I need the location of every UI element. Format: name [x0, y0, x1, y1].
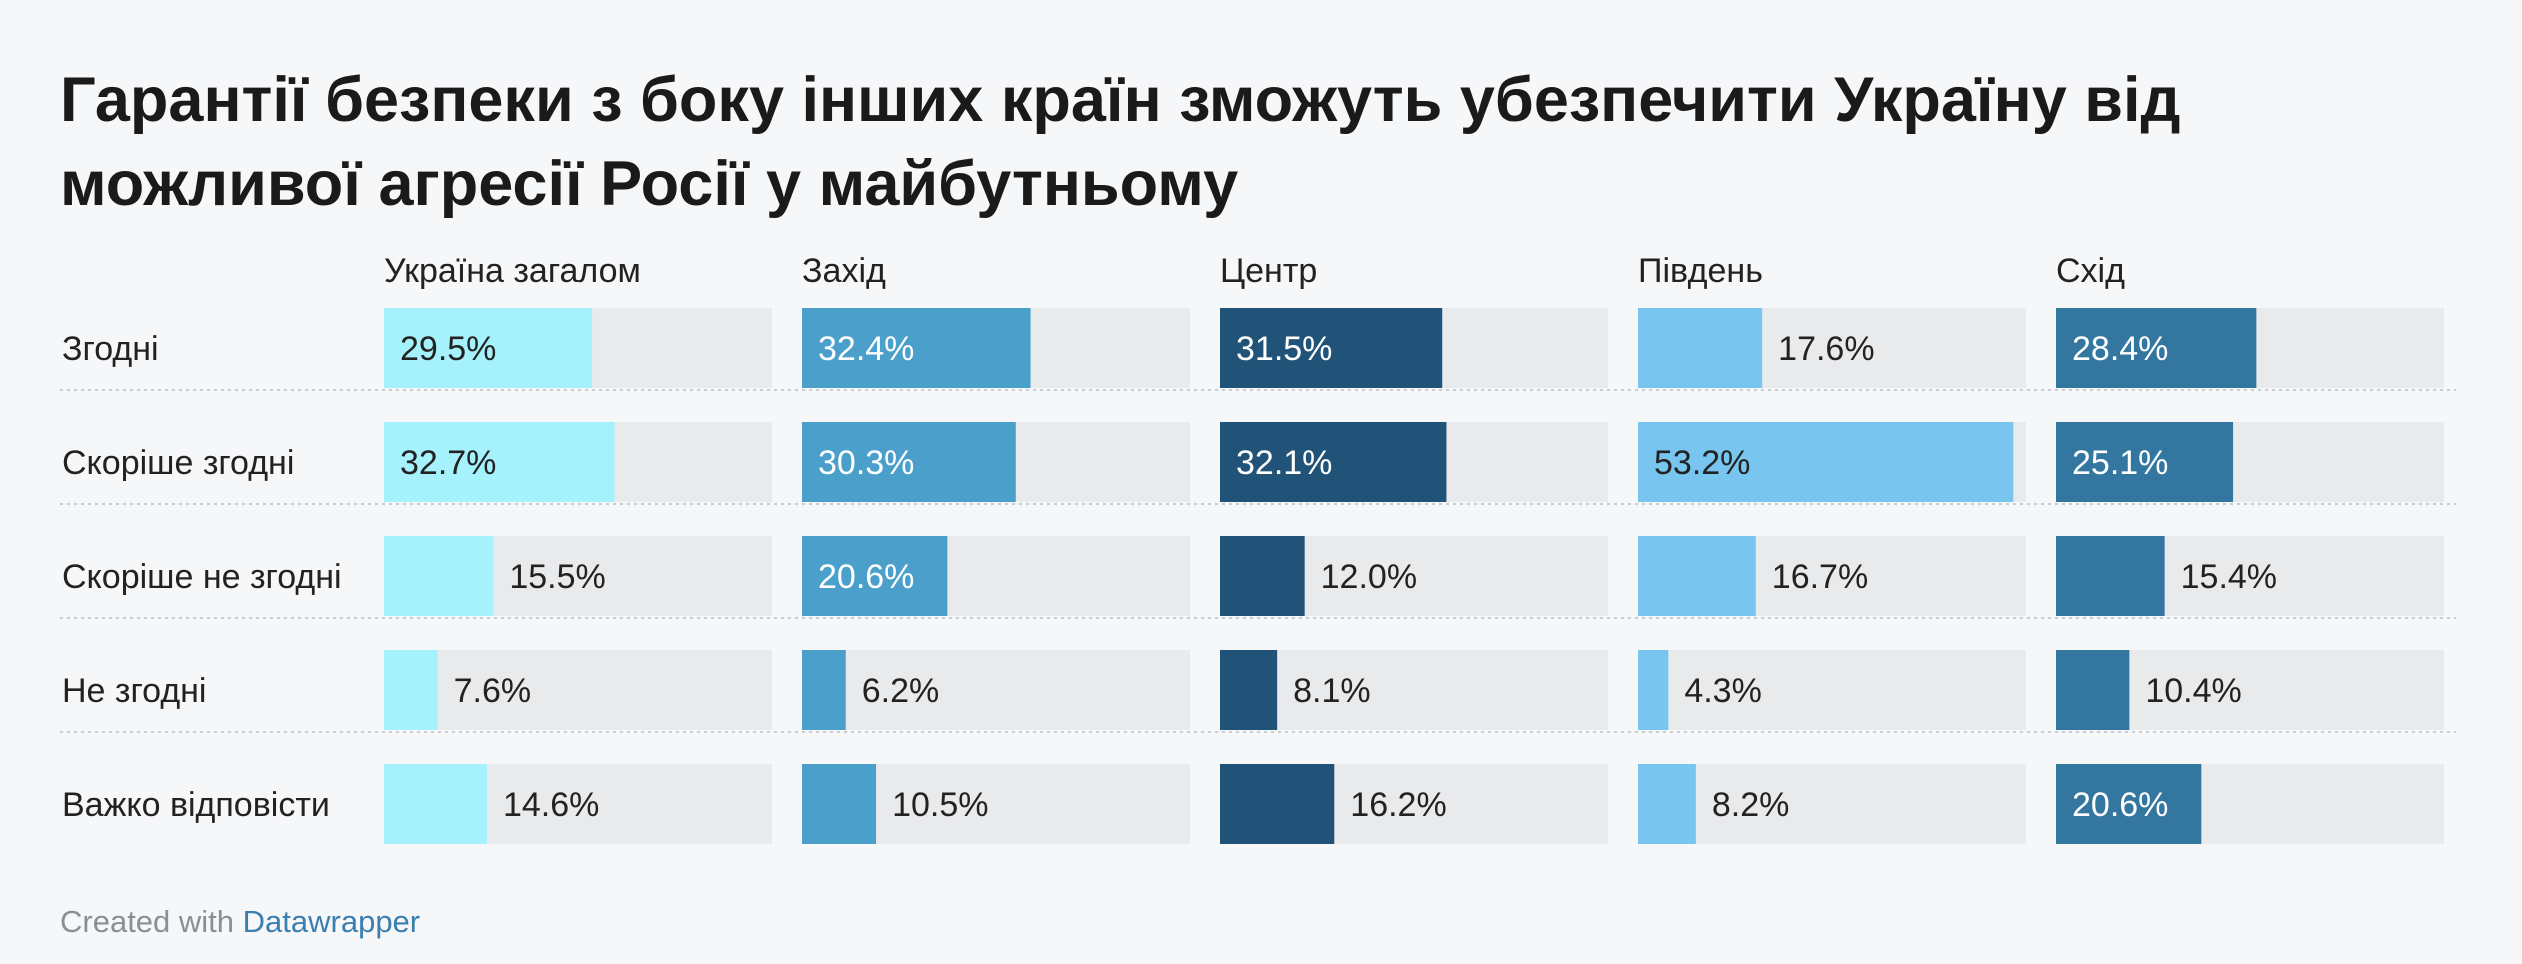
- bar: [1220, 764, 1335, 844]
- bar: [2056, 308, 2257, 388]
- footer-credit: Created with Datawrapper: [60, 904, 420, 940]
- data-label: 10.4%: [2145, 672, 2241, 710]
- bar: [384, 536, 494, 616]
- data-label: 6.2%: [862, 672, 940, 710]
- data-label: 16.2%: [1350, 786, 1446, 824]
- datawrapper-link[interactable]: Datawrapper: [242, 904, 421, 939]
- data-label: 32.7%: [400, 444, 496, 482]
- row-label: Скоріше згодні: [62, 444, 294, 482]
- bar-background: [1638, 764, 2026, 844]
- data-label: 8.1%: [1293, 672, 1371, 710]
- bar: [2056, 536, 2165, 616]
- data-label: 17.6%: [1778, 330, 1874, 368]
- data-label: 29.5%: [400, 330, 496, 368]
- data-label: 53.2%: [1654, 444, 1750, 482]
- bar: [1220, 536, 1305, 616]
- bar: [802, 650, 846, 730]
- bar: [802, 308, 1031, 388]
- bar: [802, 536, 948, 616]
- data-label: 25.1%: [2072, 444, 2168, 482]
- bar: [802, 422, 1016, 502]
- bar: [1638, 308, 1763, 388]
- data-label: 12.0%: [1321, 558, 1417, 596]
- bar: [1638, 650, 1669, 730]
- data-label: 4.3%: [1684, 672, 1762, 710]
- data-label: 10.5%: [892, 786, 988, 824]
- bar-background: [384, 650, 772, 730]
- bar: [2056, 422, 2234, 502]
- data-label: 31.5%: [1236, 330, 1332, 368]
- data-label: 28.4%: [2072, 330, 2168, 368]
- data-label: 14.6%: [503, 786, 599, 824]
- data-label: 20.6%: [818, 558, 914, 596]
- data-label: 32.1%: [1236, 444, 1332, 482]
- data-label: 30.3%: [818, 444, 914, 482]
- bar: [384, 764, 487, 844]
- bar: [1220, 650, 1278, 730]
- column-header: Захід: [802, 252, 886, 290]
- row-label: Скоріше не згодні: [62, 558, 342, 596]
- bar: [384, 650, 438, 730]
- bar: [1638, 764, 1696, 844]
- bar: [384, 422, 615, 502]
- bar: [1220, 308, 1443, 388]
- bar: [2056, 764, 2202, 844]
- bar-background: [1638, 650, 2026, 730]
- chart-title: Гарантії безпеки з боку інших країн змож…: [60, 65, 2181, 219]
- data-label: 32.4%: [818, 330, 914, 368]
- footer-prefix: Created with: [60, 904, 243, 939]
- bar: [384, 308, 593, 388]
- data-label: 7.6%: [454, 672, 531, 710]
- bar-background: [802, 650, 1190, 730]
- row-label: Згодні: [62, 330, 159, 368]
- column-header: Центр: [1220, 252, 1317, 290]
- column-header: Схід: [2056, 252, 2125, 290]
- data-label: 15.4%: [2181, 558, 2277, 596]
- column-header: Південь: [1638, 252, 1763, 290]
- data-label: 20.6%: [2072, 786, 2168, 824]
- bar: [802, 764, 877, 844]
- row-label: Не згодні: [62, 672, 206, 710]
- bar: [1638, 422, 2014, 502]
- column-header: Україна загалом: [384, 252, 641, 290]
- bar: [1638, 536, 1756, 616]
- row-label: Важко відповісти: [62, 786, 330, 824]
- bar: [2056, 650, 2130, 730]
- data-label: 15.5%: [509, 558, 605, 596]
- bar-background: [1220, 650, 1608, 730]
- data-label: 8.2%: [1712, 786, 1790, 824]
- data-label: 16.7%: [1772, 558, 1868, 596]
- bar: [1220, 422, 1447, 502]
